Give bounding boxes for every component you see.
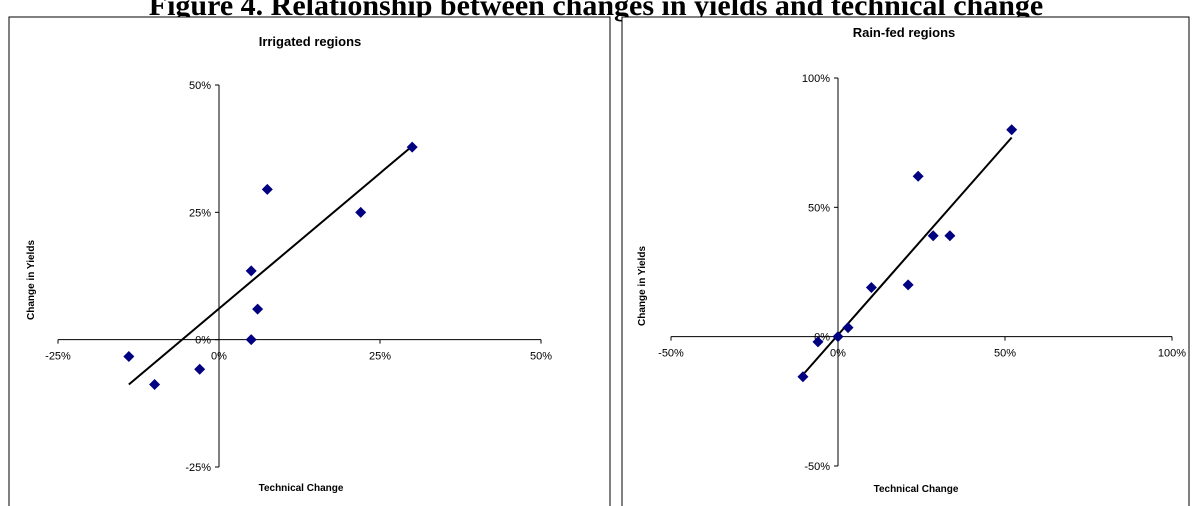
chart-rainfed-plot: -50% 0% 50% 100%-50%0%50%100%	[658, 73, 1186, 473]
chart-rainfed-y-tick-label: 100%	[802, 73, 830, 85]
chart-rainfed-data-point	[865, 282, 877, 294]
chart-rainfed-x-tick-label: 100%	[1158, 348, 1186, 360]
chart-rainfed-data-point	[902, 279, 914, 291]
chart-rainfed-data-point	[944, 230, 956, 242]
chart-irrigated-y-tick-label: 50%	[189, 80, 211, 92]
chart-irrigated-data-point	[252, 303, 264, 315]
chart-irrigated-data-point	[245, 334, 257, 346]
chart-irrigated-x-tick-label: 50%	[530, 351, 552, 363]
chart-rainfed-data-point	[842, 322, 854, 334]
chart-irrigated-y-tick-label: 25%	[189, 207, 211, 219]
chart-irrigated-frame	[8, 16, 611, 506]
chart-rainfed-xlabel: Technical Change	[874, 484, 959, 495]
chart-rainfed-data-point	[1006, 124, 1018, 136]
chart-rainfed-data-point	[927, 230, 939, 242]
chart-rainfed-y-tick-label: 50%	[808, 202, 830, 214]
chart-irrigated-data-point	[355, 206, 367, 218]
chart-irrigated-trendline	[128, 145, 413, 386]
chart-rainfed-x-tick-label: 50%	[994, 348, 1016, 360]
chart-irrigated-xlabel: Technical Change	[259, 483, 344, 494]
chart-rainfed-x-tick-label: 0%	[830, 348, 846, 360]
chart-irrigated-data-point	[149, 378, 161, 390]
chart-rainfed-data-point	[912, 170, 924, 182]
chart-rainfed-y-tick-label: -50%	[804, 461, 830, 473]
chart-irrigated-data-point	[261, 183, 273, 195]
chart-irrigated-plot: -25% 0% 25% 50% -25% 0% 25% 50%	[45, 80, 552, 474]
chart-irrigated-title: Irrigated regions	[259, 34, 362, 49]
chart-irrigated-data-point	[123, 350, 135, 362]
chart-irrigated: Irrigated regions Change in Yields Techn…	[8, 16, 611, 506]
chart-irrigated-x-tick-label: 25%	[369, 351, 391, 363]
chart-rainfed: Rain-fed regions Change in Yields Techni…	[621, 16, 1190, 506]
chart-rainfed-x-tick-label: -50%	[658, 348, 684, 360]
chart-rainfed-data-point	[812, 336, 824, 348]
chart-irrigated-y-tick-label: 0%	[195, 335, 211, 347]
chart-rainfed-data-point	[832, 331, 844, 343]
chart-irrigated-ylabel: Change in Yields	[26, 240, 37, 320]
chart-rainfed-title: Rain-fed regions	[853, 25, 956, 40]
chart-rainfed-data-point	[797, 371, 809, 383]
chart-irrigated-y-tick-label: -25%	[185, 462, 211, 474]
chart-irrigated-data-point	[194, 363, 206, 375]
chart-irrigated-data-point	[245, 265, 257, 277]
chart-irrigated-data-point	[406, 141, 418, 153]
chart-rainfed-ylabel: Change in Yields	[637, 246, 648, 326]
chart-rainfed-frame	[621, 16, 1190, 506]
chart-irrigated-x-tick-label: -25%	[45, 351, 71, 363]
chart-irrigated-x-tick-label: 0%	[211, 351, 227, 363]
